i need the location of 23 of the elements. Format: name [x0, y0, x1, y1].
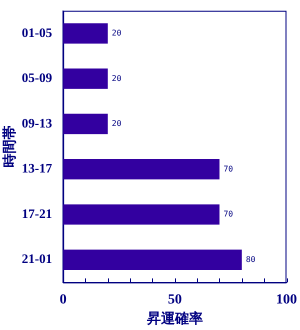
x-axis-title: 昇運確率	[146, 310, 203, 328]
y-tick-label: 01-05	[22, 24, 53, 40]
bar	[63, 23, 108, 44]
bar	[63, 68, 108, 89]
data-label: 80	[246, 254, 256, 264]
x-tick-label: 50	[168, 292, 182, 308]
bar	[63, 114, 108, 134]
data-label: 70	[223, 210, 234, 219]
bar	[63, 204, 220, 225]
y-tick-label: 05-09	[22, 70, 53, 86]
data-label: 70	[223, 164, 234, 174]
y-tick-label: 21-01	[22, 251, 52, 266]
bar	[63, 159, 220, 180]
data-label: 20	[112, 74, 122, 83]
y-tick-label: 17-21	[22, 206, 52, 221]
y-tick-label: 09-13	[22, 115, 53, 130]
y-axis-title: 時間帯	[2, 126, 18, 168]
data-label: 20	[112, 119, 122, 128]
data-label: 20	[112, 28, 122, 38]
x-tick-label: 0	[60, 292, 67, 308]
x-tick-label: 100	[276, 292, 297, 308]
bar	[63, 250, 242, 270]
y-tick-label: 13-17	[22, 160, 53, 176]
